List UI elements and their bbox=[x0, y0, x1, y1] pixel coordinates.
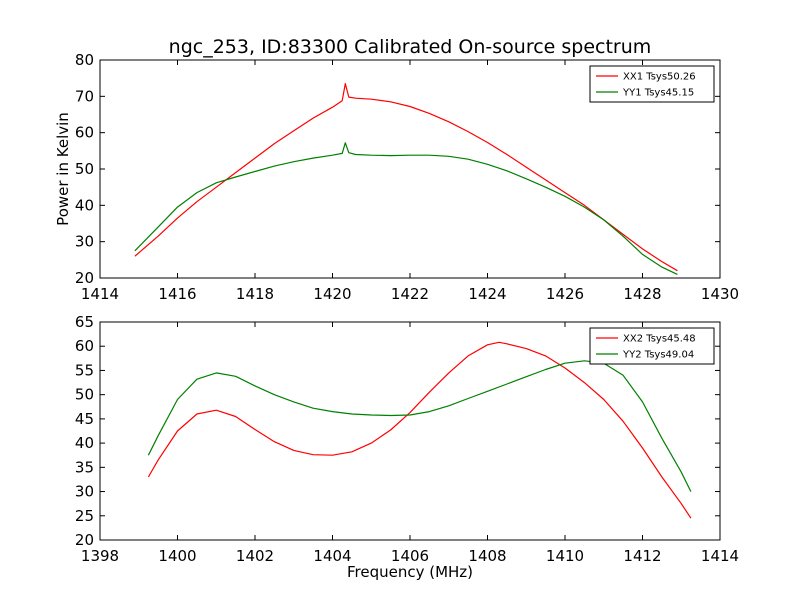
x-tick-label: 1406 bbox=[391, 547, 429, 565]
y-axis-label: Power in Kelvin bbox=[54, 112, 72, 226]
y-tick-label: 80 bbox=[75, 51, 94, 69]
legend: XX2 Tsys45.48 YY2 Tsys49.04 bbox=[589, 327, 715, 365]
y-tick-label: 50 bbox=[75, 160, 94, 178]
legend-box bbox=[589, 65, 715, 103]
x-tick-label: 1412 bbox=[623, 547, 661, 565]
x-tick-label: 1402 bbox=[236, 547, 274, 565]
y-tick-label: 40 bbox=[75, 196, 94, 214]
series-line-1 bbox=[134, 82, 678, 272]
y-tick-label: 70 bbox=[75, 87, 94, 105]
y-tick-label: 30 bbox=[75, 483, 94, 501]
legend-label-1: XX1 Tsys50.26 bbox=[623, 72, 696, 83]
x-tick-label: 1398 bbox=[81, 547, 119, 565]
y-tick-label: 20 bbox=[75, 531, 94, 549]
x-tick-label: 1410 bbox=[546, 547, 584, 565]
x-axis-label: Frequency (MHz) bbox=[347, 563, 473, 581]
legend: XX1 Tsys50.26 YY1 Tsys45.15 bbox=[589, 65, 715, 103]
series-line-2 bbox=[134, 142, 678, 275]
y-tick-label: 55 bbox=[75, 361, 94, 379]
x-tick-label: 1420 bbox=[313, 285, 351, 303]
y-tick-label: 40 bbox=[75, 434, 94, 452]
x-tick-label: 1408 bbox=[468, 547, 506, 565]
legend-label-1: XX2 Tsys45.48 bbox=[623, 334, 696, 345]
y-tick-label: 35 bbox=[75, 458, 94, 476]
y-tick-label: 50 bbox=[75, 386, 94, 404]
legend-box bbox=[589, 327, 715, 365]
x-tick-label: 1428 bbox=[623, 285, 661, 303]
legend-label-2: YY1 Tsys45.15 bbox=[622, 88, 694, 99]
x-tick-label: 1418 bbox=[236, 285, 274, 303]
y-tick-label: 30 bbox=[75, 233, 94, 251]
series-line-1 bbox=[147, 341, 692, 519]
x-tick-label: 1400 bbox=[158, 547, 196, 565]
series-line-2 bbox=[147, 360, 692, 492]
x-tick-label: 1424 bbox=[468, 285, 506, 303]
y-tick-label: 65 bbox=[75, 313, 94, 331]
x-tick-label: 1416 bbox=[158, 285, 196, 303]
x-tick-label: 1422 bbox=[391, 285, 429, 303]
x-tick-label: 1414 bbox=[701, 547, 739, 565]
top-panel: 1414 1416 1418 1420 1422 1424 1426 1428 1430 20 30… bbox=[54, 51, 739, 303]
chart-title: ngc_253, ID:83300 Calibrated On-source s… bbox=[169, 36, 652, 58]
y-tick-label: 45 bbox=[75, 410, 94, 428]
x-tick-label: 1414 bbox=[81, 285, 119, 303]
y-tick-label: 60 bbox=[75, 124, 94, 142]
y-tick-label: 25 bbox=[75, 507, 94, 525]
legend-label-2: YY2 Tsys49.04 bbox=[622, 350, 694, 361]
bottom-panel: 1398 1400 1402 1404 1406 1408 1410 1412 1414 20 25… bbox=[75, 313, 739, 581]
y-tick-label: 20 bbox=[75, 269, 94, 287]
x-tick-label: 1430 bbox=[701, 285, 739, 303]
x-tick-label: 1404 bbox=[313, 547, 351, 565]
y-tick-label: 60 bbox=[75, 337, 94, 355]
x-tick-label: 1426 bbox=[546, 285, 584, 303]
